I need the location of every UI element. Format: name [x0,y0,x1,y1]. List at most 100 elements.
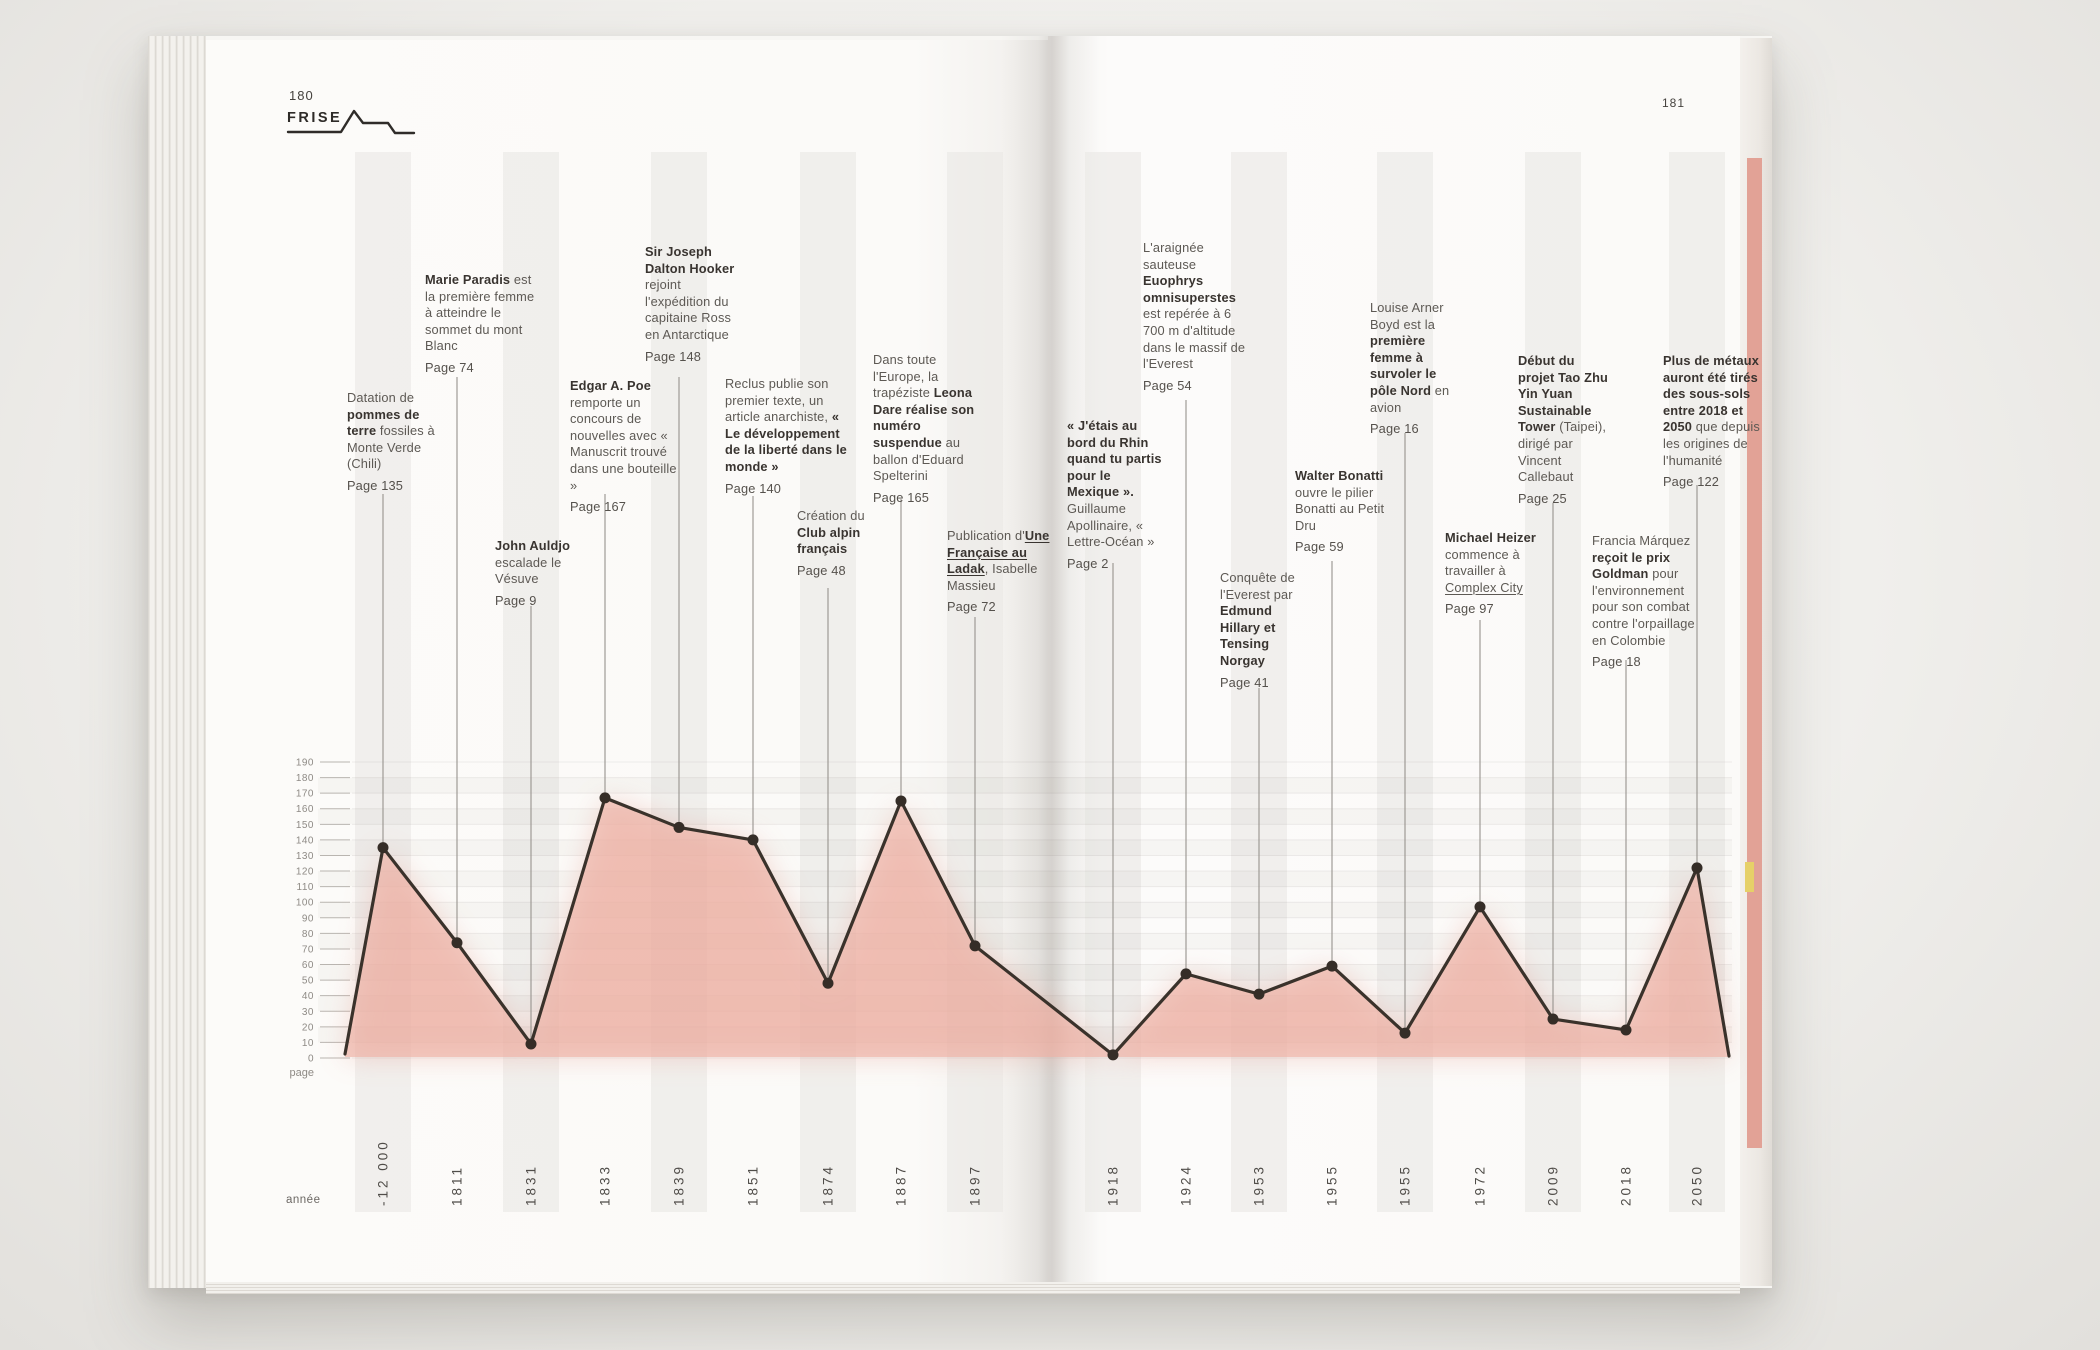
annotation-page-ref: Page 72 [947,599,996,615]
annotation-text: Edgar A. Poe remporte un concours de nou… [570,378,677,493]
annotation-text: Sir Joseph Dalton Hooker rejoint l'expéd… [645,244,735,342]
data-point [525,1038,537,1050]
data-point [895,795,907,807]
grid-stripe [318,933,1732,949]
annotation-text: Conquête de l'Everest par Edmund Hillary… [1220,570,1295,668]
annotation-text: « J'étais au bord du Rhin quand tu parti… [1067,418,1162,550]
data-point [1547,1013,1559,1025]
annotation-page-ref: Page 18 [1592,654,1641,670]
x-axis-year-label: 2050 [1690,1164,1705,1206]
y-axis-label: 20 [302,1022,314,1033]
pink-page-block-edge [1747,158,1762,1148]
x-axis-year-label: 1887 [894,1164,909,1206]
x-axis-unit-label: année [286,1194,320,1206]
timeline-annotation: Plus de métaux auront été tirés des sous… [1663,353,1773,491]
chart-line [343,796,1731,1058]
timeline-annotation: Marie Paradis est la première femme à at… [425,272,537,377]
y-axis-label: 80 [302,929,314,940]
y-axis-label: 170 [296,789,314,800]
annotation-page-ref: Page 148 [645,348,701,364]
page-stack-bottom-edge [206,1282,1740,1294]
page-number-right: 181 [1662,96,1686,110]
x-axis-year-label: 1833 [598,1164,613,1206]
data-point [1326,960,1338,972]
timeline-annotation: « J'étais au bord du Rhin quand tu parti… [1067,418,1163,572]
timeline-annotation: Edgar A. Poe remporte un concours de nou… [570,378,678,516]
annotation-page-ref: Page 167 [570,499,626,515]
data-point [1180,968,1192,980]
data-point [969,940,981,952]
annotation-text: Création du Club alpin français [797,508,865,557]
y-axis-label: 90 [302,913,314,924]
timeline-annotation: Francia Márquez reçoit le prix Goldman p… [1592,533,1706,671]
data-point [1620,1024,1632,1036]
y-axis-unit-label: page [290,1067,314,1079]
x-axis-year-label: 1953 [1252,1164,1267,1206]
timeline-annotation: Reclus publie son premier texte, un arti… [725,376,847,497]
annotation-page-ref: Page 74 [425,359,474,375]
annotation-text: Publication d'Une Française au Ladak, Is… [947,528,1050,593]
x-axis-year-label: 1874 [821,1164,836,1206]
section-title: FRISE [287,110,343,126]
annotation-page-ref: Page 48 [797,562,846,578]
timeline-annotation: Walter Bonatti ouvre le pilier Bonatti a… [1295,468,1395,556]
grid-stripe [318,902,1732,918]
y-axis-label: 30 [302,1007,314,1018]
timeline-annotation: Début du projet Tao Zhu Yin Yuan Sustain… [1518,353,1610,507]
grid-stripe [318,808,1732,825]
annotation-page-ref: Page 97 [1445,601,1494,617]
annotation-text: Début du projet Tao Zhu Yin Yuan Sustain… [1518,353,1609,485]
annotation-page-ref: Page 25 [1518,490,1567,506]
data-point [1691,862,1703,874]
y-axis-label: 140 [296,835,314,846]
y-axis-label: 10 [302,1038,314,1049]
data-point [377,842,389,854]
timeline-annotation: Publication d'Une Française au Ladak, Is… [947,528,1059,616]
timeline-annotation: Conquête de l'Everest par Edmund Hillary… [1220,570,1312,691]
y-axis-label: 130 [296,851,314,862]
y-axis-label: 100 [296,898,314,909]
y-axis-label: 160 [296,804,314,815]
data-point [599,792,611,804]
grid-stripe [318,777,1732,794]
x-axis-year-label: 1831 [524,1164,539,1206]
x-axis-year-label: 2009 [1546,1164,1561,1206]
annotation-page-ref: Page 2 [1067,555,1109,571]
data-point [1399,1027,1411,1039]
left-page [206,40,1048,1282]
yellow-page-block-edge [1745,862,1754,892]
x-axis-year-label: -12 000 [376,1139,391,1206]
annotation-page-ref: Page 59 [1295,539,1344,555]
y-axis-label: 120 [296,867,314,878]
annotation-text: Reclus publie son premier texte, un arti… [725,376,847,474]
annotation-text: Marie Paradis est la première femme à at… [425,272,535,354]
data-point [673,821,685,833]
data-point [1474,901,1486,913]
y-axis-label: 110 [297,882,314,893]
timeline-annotation: Sir Joseph Dalton Hooker rejoint l'expéd… [645,244,745,365]
data-point [822,977,834,989]
y-axis-label: 60 [302,960,314,971]
y-axis-label: 70 [302,944,314,955]
x-axis-year-label: 1955 [1325,1164,1340,1206]
annotation-page-ref: Page 16 [1370,421,1419,437]
annotation-text: Dans toute l'Europe, la trapéziste Leona… [873,352,975,484]
annotation-text: Plus de métaux auront été tirés des sous… [1663,353,1760,468]
x-axis-year-label: 1955 [1398,1164,1413,1206]
annotation-text: Michael Heizer commence à travailler à C… [1445,530,1537,595]
x-axis-year-label: 1918 [1106,1164,1121,1206]
timeline-annotation: Création du Club alpin français Page 48 [797,508,889,579]
timeline-annotation: Datation de pommes de terre fossiles à M… [347,390,443,495]
annotation-text: Francia Márquez reçoit le prix Goldman p… [1592,533,1695,648]
grid-stripe [318,839,1732,856]
x-axis-year-label: 1851 [746,1164,761,1206]
x-axis-year-label: 1972 [1473,1164,1488,1206]
annotation-text: John Auldjo escalade le Vésuve [495,538,571,587]
fore-edge [1740,38,1772,1286]
annotation-text: L'araignée sauteuse Euophrys omnisuperst… [1143,240,1246,372]
annotation-text: Datation de pommes de terre fossiles à M… [347,390,435,472]
timeline-icon [286,109,416,135]
y-axis-label: 190 [296,758,314,769]
timeline-annotation: John Auldjo escalade le Vésuve Page 9 [495,538,585,609]
